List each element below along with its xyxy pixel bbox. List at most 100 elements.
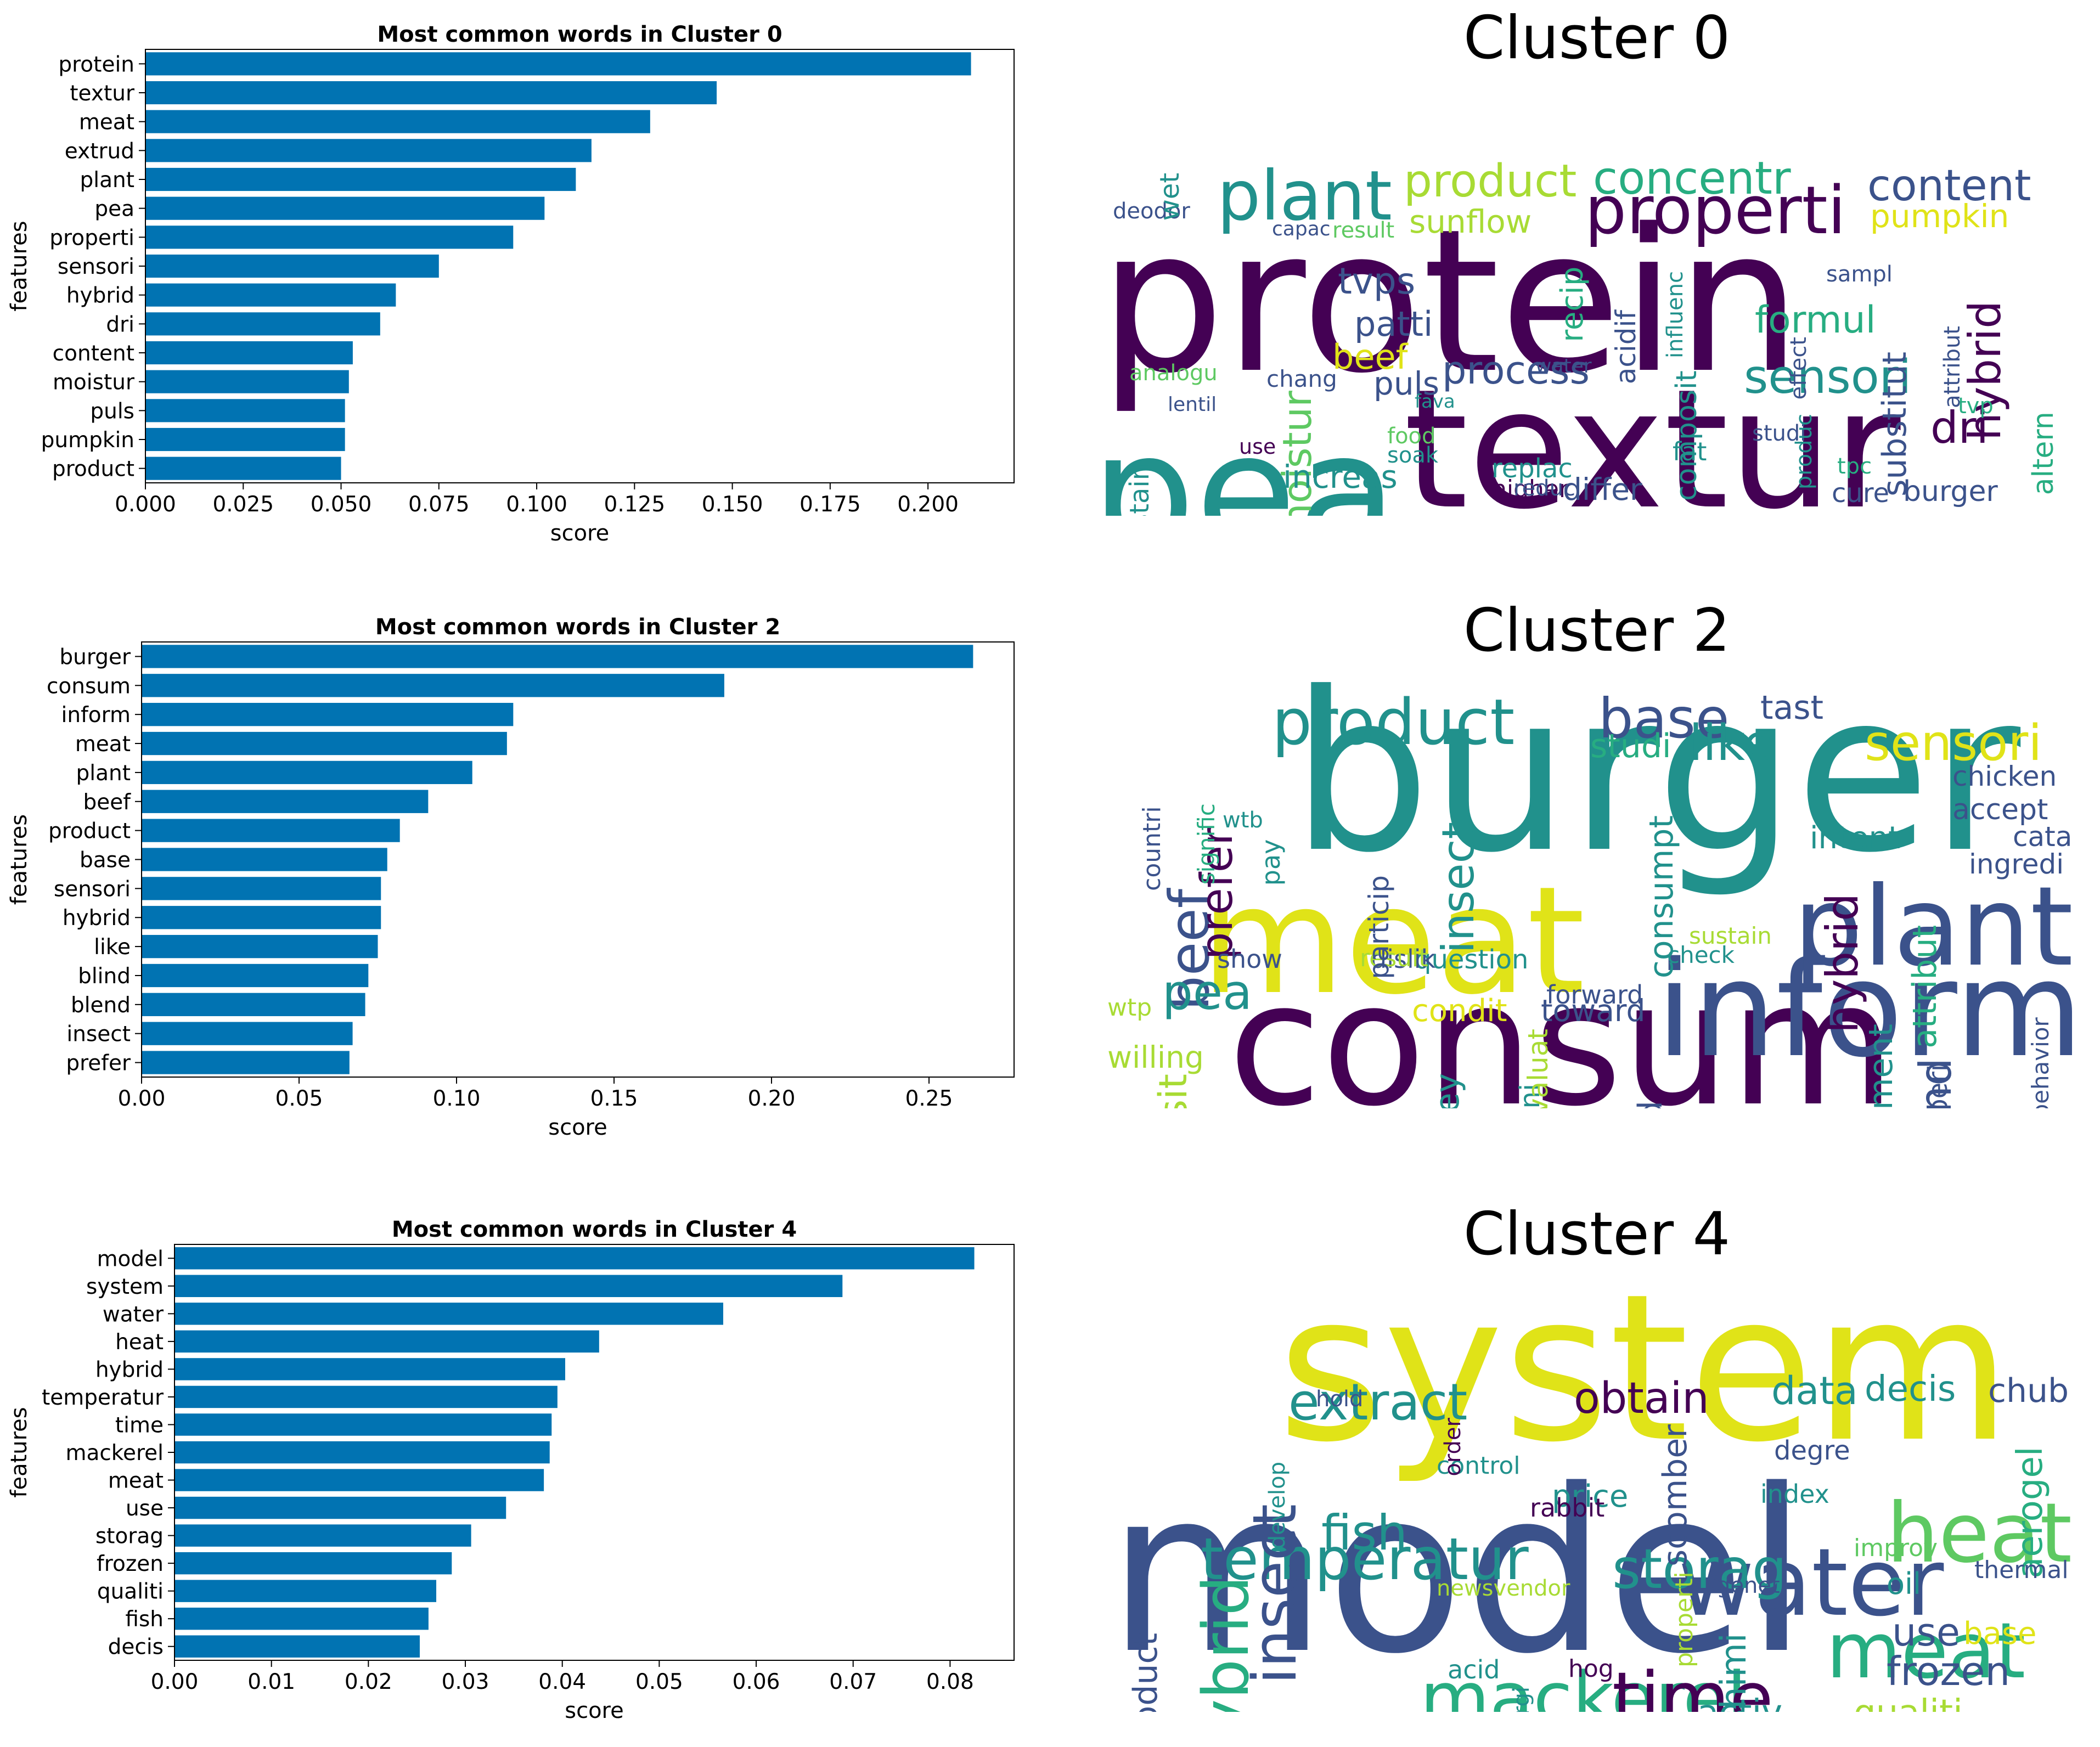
wordcloud-image: burger consum meat inform plant product base li… [1096, 675, 2095, 1108]
bar [145, 110, 650, 133]
x-axis-label: score [548, 1115, 607, 1140]
wordcloud-word: signific [1193, 803, 1220, 885]
y-tick-label: blind [78, 964, 131, 989]
wordcloud-word: product [1404, 155, 1577, 207]
wordcloud-word: meat [1140, 510, 1567, 516]
wordcloud-word: attribut [1906, 925, 1944, 1049]
y-tick-label: hybrid [66, 284, 134, 308]
bar [142, 645, 973, 668]
x-tick-label: 0.01 [247, 1670, 295, 1694]
x-tick-label: 0.05 [275, 1086, 323, 1111]
y-tick-label: frozen [97, 1552, 164, 1576]
y-tick-label: storag [95, 1524, 164, 1549]
bar [145, 254, 439, 278]
bar [174, 1303, 723, 1325]
wordcloud-word: forward [1546, 980, 1643, 1010]
wordcloud-word: concentr [1593, 153, 1791, 205]
y-tick-label: system [86, 1275, 164, 1299]
y-tick-label: product [48, 819, 131, 844]
bar [145, 312, 380, 336]
wordcloud-word: temperatur [1201, 1526, 1529, 1593]
bar [145, 52, 971, 76]
wordcloud-word: survey [1428, 1073, 1467, 1108]
plot-frame [145, 49, 1015, 483]
y-axis-label: features [7, 814, 32, 905]
wordcloud-word: studi [1752, 421, 1806, 446]
chart-title: Most common words in Cluster 4 [392, 1217, 797, 1242]
bar [174, 1247, 975, 1270]
y-tick-label: burger [59, 645, 131, 669]
wordcloud-word: check [1667, 942, 1735, 968]
bar [174, 1496, 506, 1519]
wordcloud-word: experi [1923, 1064, 1953, 1108]
y-tick-label: use [126, 1496, 164, 1521]
wordcloud-word: sunflow [1409, 203, 1532, 240]
wordcloud-word: consum [1228, 946, 1896, 1109]
x-tick-label: 0.025 [212, 492, 274, 517]
bar [174, 1607, 429, 1630]
bar [145, 167, 576, 191]
wordcloud-word: thermal [1974, 1556, 2069, 1584]
wordcloud-word: result [1332, 218, 1395, 243]
wordcloud-panel-2: Cluster 2 burger consum meat inform plant pro… [1092, 593, 2100, 1119]
wordcloud-word: hold [1316, 1387, 1364, 1412]
y-tick-label: fish [125, 1607, 164, 1632]
wordcloud-title: Cluster 2 [1463, 596, 1731, 665]
bar [142, 674, 724, 697]
wordcloud-word: cata [2013, 821, 2073, 853]
x-tick-label: 0.07 [829, 1670, 877, 1694]
wordcloud-word: differ [1563, 472, 1642, 507]
bar [142, 819, 400, 842]
y-tick-label: model [97, 1247, 164, 1271]
wordcloud-word: valuat [1522, 1029, 1554, 1108]
y-tick-label: meat [75, 732, 131, 757]
wordcloud-word: attribut [1940, 326, 1965, 408]
wordcloud-word: price [1552, 1479, 1629, 1514]
wordcloud-word: model [1107, 1441, 1808, 1703]
wordcloud-word: frozen [1887, 1648, 2011, 1694]
bar [142, 703, 514, 726]
wordcloud-word: wtp [1107, 994, 1152, 1022]
wordcloud-word: chub [1988, 1372, 2069, 1410]
x-tick-label: 0.02 [345, 1670, 392, 1694]
y-tick-label: product [52, 457, 134, 482]
wordcloud-word: countri [1138, 806, 1166, 891]
wordcloud-word: beef [1332, 337, 1408, 377]
wordcloud-word: index [1760, 1479, 1829, 1509]
wordcloud-word: chicken [1952, 760, 2057, 792]
wordcloud-word: properti [1670, 1571, 1698, 1667]
wordcloud-word: properti [1585, 173, 1846, 249]
bar [174, 1552, 452, 1575]
wordcloud-word: obtain [1574, 1374, 1709, 1423]
y-tick-label: extrud [65, 139, 134, 164]
x-tick-label: 0.200 [897, 492, 959, 517]
y-tick-label: properti [49, 226, 134, 250]
y-tick-label: prefer [66, 1051, 131, 1076]
wordcloud-panel-4: Cluster 4 system model water heat mackerel me… [1092, 1196, 2100, 1723]
bar [142, 848, 387, 871]
y-tick-label: heat [115, 1330, 164, 1355]
y-tick-label: meat [108, 1469, 164, 1494]
bar [142, 1051, 350, 1074]
wordcloud-word: chang [1266, 365, 1337, 392]
wordcloud-word: improv [1854, 1534, 1938, 1562]
y-tick-label: plant [76, 761, 131, 786]
wordcloud-word: sensori [1744, 350, 1912, 404]
y-axis-label: features [7, 1407, 32, 1497]
x-tick-label: 0.10 [433, 1086, 481, 1111]
bar [145, 81, 717, 105]
bar [142, 731, 507, 756]
wordcloud-word: protein [1099, 187, 1801, 416]
y-tick-label: qualiti [97, 1580, 164, 1604]
x-tick-label: 0.125 [604, 492, 666, 517]
bar [142, 877, 381, 900]
wordcloud-word: environment [1862, 1024, 1900, 1108]
wordcloud-word: behavior [2027, 1017, 2054, 1108]
y-tick-label: beef [83, 790, 132, 815]
bar [142, 1022, 353, 1045]
x-tick-label: 0.100 [506, 492, 567, 517]
wordcloud-word: decis [1865, 1369, 1956, 1410]
bar [145, 457, 341, 480]
bar [174, 1524, 471, 1547]
bar [174, 1469, 544, 1491]
